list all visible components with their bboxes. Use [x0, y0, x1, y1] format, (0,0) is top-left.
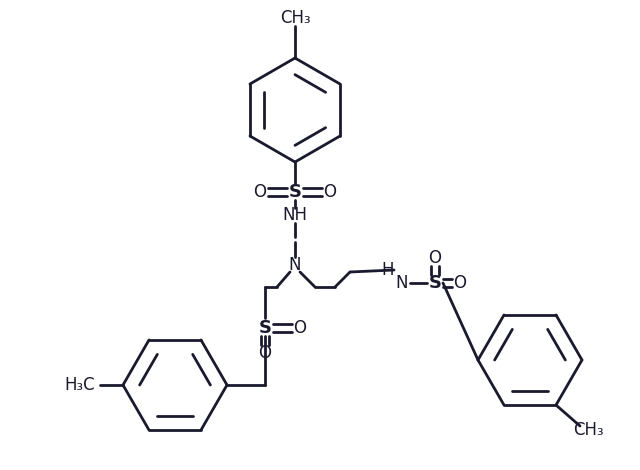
Text: O: O [454, 274, 467, 292]
Text: O: O [323, 183, 337, 201]
Text: O: O [429, 249, 442, 267]
Text: O: O [253, 183, 266, 201]
Text: CH₃: CH₃ [280, 9, 310, 27]
Text: CH₃: CH₃ [573, 421, 604, 439]
Text: NH: NH [282, 206, 307, 224]
Text: S: S [259, 319, 271, 337]
Text: H: H [381, 261, 394, 279]
Text: S: S [429, 274, 442, 292]
Text: N: N [289, 256, 301, 274]
Text: N: N [396, 274, 408, 292]
Text: O: O [294, 319, 307, 337]
Text: H₃C: H₃C [65, 376, 95, 394]
Text: O: O [259, 344, 271, 362]
Text: S: S [289, 183, 301, 201]
